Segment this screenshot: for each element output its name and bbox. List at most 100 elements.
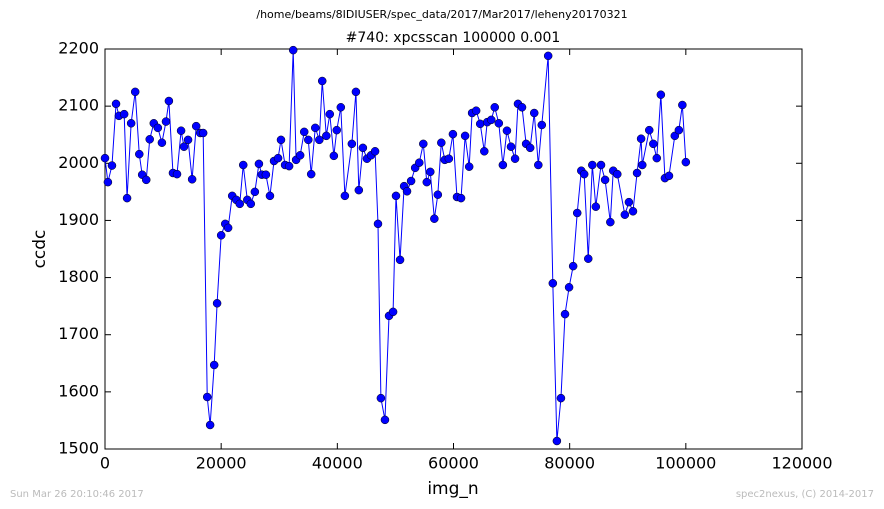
data-point bbox=[548, 279, 558, 288]
data-point bbox=[261, 170, 271, 179]
data-point bbox=[552, 436, 562, 446]
x-tick-label: 100000 bbox=[655, 454, 716, 473]
data-point bbox=[157, 138, 167, 147]
x-tick-label: 0 bbox=[100, 454, 110, 473]
data-point bbox=[322, 131, 331, 141]
data-point bbox=[250, 187, 260, 197]
data-point bbox=[135, 149, 144, 159]
data-point bbox=[664, 171, 674, 181]
data-point bbox=[564, 283, 574, 292]
data-point bbox=[426, 167, 435, 177]
data-point bbox=[430, 214, 439, 223]
data-point bbox=[678, 100, 687, 110]
data-point bbox=[336, 103, 346, 112]
data-point bbox=[198, 128, 208, 138]
data-point bbox=[606, 217, 615, 227]
data-point bbox=[506, 142, 516, 151]
data-point bbox=[340, 191, 350, 201]
data-point bbox=[422, 177, 432, 187]
data-point bbox=[444, 154, 454, 163]
data-point bbox=[304, 135, 313, 145]
data-point bbox=[448, 129, 458, 139]
data-point bbox=[636, 134, 646, 143]
data-point bbox=[494, 119, 504, 128]
data-point bbox=[419, 139, 428, 149]
data-point bbox=[670, 131, 680, 141]
data-point bbox=[325, 109, 335, 119]
data-point bbox=[126, 119, 136, 128]
data-point bbox=[628, 207, 638, 216]
data-point bbox=[216, 231, 226, 240]
data-point bbox=[153, 123, 163, 133]
data-point bbox=[388, 307, 398, 317]
data-point bbox=[111, 99, 121, 109]
data-point bbox=[265, 191, 275, 201]
data-point bbox=[183, 135, 193, 145]
data-point bbox=[246, 199, 256, 209]
data-point bbox=[568, 261, 578, 271]
data-point bbox=[560, 309, 570, 319]
data-point bbox=[172, 169, 182, 179]
x-tick-label: 120000 bbox=[771, 454, 832, 473]
footer-left: Sun Mar 26 20:10:46 2017 bbox=[10, 489, 144, 500]
data-point bbox=[347, 139, 357, 149]
y-tick-label: 1800 bbox=[58, 267, 99, 286]
data-point bbox=[460, 131, 470, 141]
y-tick-label: 1900 bbox=[58, 210, 99, 229]
data-point bbox=[681, 157, 691, 167]
x-axis-label: img_n bbox=[427, 479, 478, 499]
chart-title: /home/beams/8IDIUSER/spec_data/2017/Mar2… bbox=[256, 8, 627, 21]
data-point bbox=[402, 187, 412, 196]
data-point bbox=[122, 193, 132, 203]
data-point bbox=[179, 142, 189, 151]
data-point bbox=[620, 210, 630, 219]
data-point bbox=[502, 126, 512, 135]
data-point bbox=[295, 151, 305, 160]
data-point bbox=[351, 87, 361, 97]
y-tick-label: 1700 bbox=[58, 324, 99, 343]
data-point bbox=[141, 175, 151, 185]
data-point bbox=[600, 175, 610, 185]
data-point bbox=[487, 115, 496, 125]
data-point bbox=[498, 160, 508, 170]
data-point bbox=[288, 45, 298, 55]
data-point bbox=[273, 153, 283, 163]
x-tick-label: 80000 bbox=[544, 454, 595, 473]
y-tick-label: 1500 bbox=[58, 439, 99, 458]
data-point bbox=[187, 175, 197, 184]
data-point bbox=[238, 160, 248, 170]
data-point bbox=[649, 139, 658, 149]
data-point bbox=[456, 193, 466, 203]
data-point bbox=[638, 160, 647, 170]
data-point bbox=[525, 143, 535, 153]
plot-frame bbox=[104, 48, 803, 450]
x-tick-label: 60000 bbox=[428, 454, 479, 473]
data-point bbox=[329, 151, 339, 161]
data-point bbox=[376, 393, 386, 403]
data-point bbox=[534, 160, 543, 170]
data-point bbox=[406, 176, 416, 186]
data-point bbox=[370, 147, 380, 156]
data-point bbox=[579, 169, 589, 179]
y-tick-label: 2200 bbox=[58, 39, 99, 58]
footer-right: spec2nexus, (C) 2014-2017 bbox=[736, 489, 874, 500]
x-tick-label: 40000 bbox=[312, 454, 363, 473]
data-point bbox=[543, 51, 553, 61]
data-point bbox=[591, 202, 601, 211]
data-point bbox=[572, 208, 582, 218]
data-point bbox=[656, 90, 666, 99]
data-point bbox=[596, 160, 606, 170]
data-point bbox=[119, 109, 129, 119]
data-point bbox=[235, 199, 245, 209]
data-point bbox=[191, 121, 201, 131]
data-point bbox=[209, 360, 219, 370]
data-point bbox=[584, 254, 593, 263]
data-point bbox=[130, 87, 140, 97]
data-point bbox=[437, 138, 446, 147]
data-point bbox=[332, 125, 342, 135]
y-tick-label: 2100 bbox=[58, 96, 99, 115]
data-point bbox=[475, 119, 485, 129]
data-point bbox=[145, 135, 154, 144]
data-point bbox=[311, 123, 320, 133]
data-point bbox=[107, 161, 117, 170]
